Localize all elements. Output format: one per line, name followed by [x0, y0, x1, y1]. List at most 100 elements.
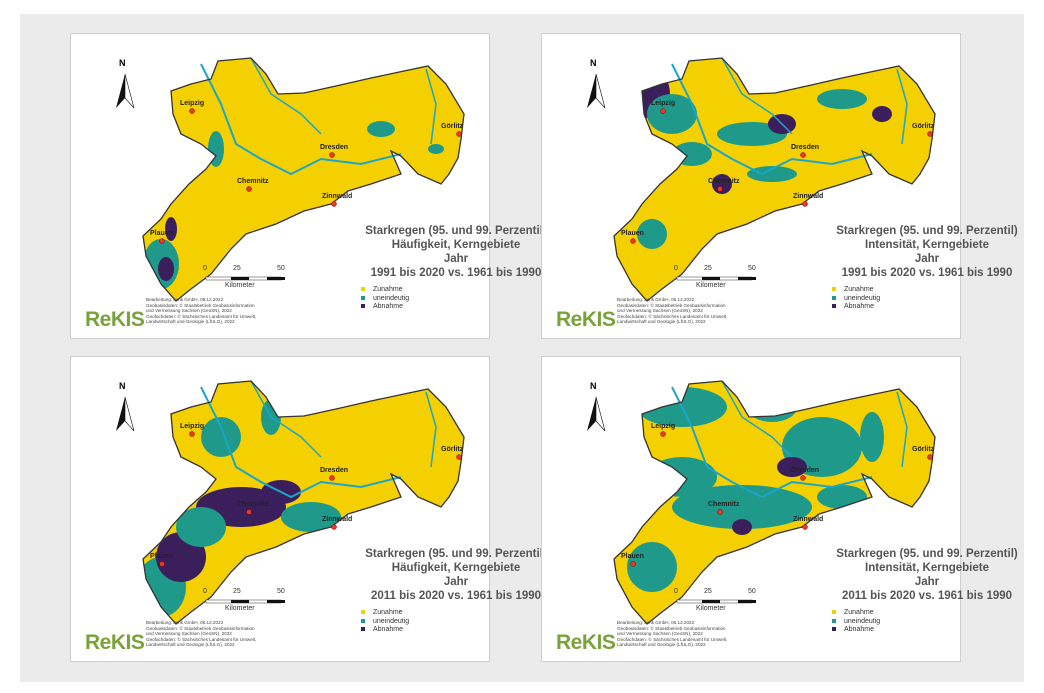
river: [425, 68, 437, 145]
city-label: Chemnitz: [708, 501, 740, 508]
river: [896, 68, 908, 145]
river: [721, 380, 793, 458]
city-marker: [800, 475, 806, 481]
river: [721, 57, 793, 135]
city-label: Plauen: [621, 230, 644, 237]
uneindeutig-area: [176, 507, 226, 547]
uneindeutig-area: [627, 542, 677, 592]
city-label: Leipzig: [651, 423, 676, 430]
city-label: Görlitz: [912, 123, 935, 130]
scale-bar: [205, 276, 285, 281]
rekis-logo: ReKIS: [556, 308, 616, 331]
legend-item: Zunahme: [832, 286, 880, 295]
north-arrow: [116, 74, 125, 108]
map-title: Starkregen (95. und 99. Perzentil) Intens…: [836, 225, 1018, 279]
city-label: Zinnwald: [322, 516, 353, 523]
river: [671, 63, 873, 176]
city-label: Dresden: [791, 144, 820, 151]
city-marker: [329, 475, 335, 481]
legend-item: Zunahme: [832, 609, 880, 618]
uneindeutig-area: [281, 502, 341, 532]
city-marker: [159, 561, 165, 567]
city-marker: [660, 431, 666, 437]
uneindeutig-area: [647, 94, 697, 134]
legend-item: uneindeutig: [832, 618, 880, 627]
city-marker: [802, 201, 808, 207]
city-label: Zinnwald: [322, 193, 353, 200]
legend-item: Zunahme: [361, 609, 409, 618]
city-label: Zinnwald: [793, 516, 824, 523]
river: [425, 391, 437, 468]
city-marker: [246, 509, 252, 515]
city-marker: [331, 201, 337, 207]
legend: Zunahme uneindeutig Abnahme: [361, 609, 409, 635]
legend-item: Abnahme: [361, 626, 409, 635]
river: [200, 386, 402, 499]
river: [671, 386, 873, 499]
river: [250, 57, 322, 135]
city-label: Plauen: [621, 553, 644, 560]
city-marker: [329, 152, 335, 158]
legend-item: Abnahme: [832, 626, 880, 635]
legend-item: uneindeutig: [832, 295, 880, 304]
city-label: Zinnwald: [793, 193, 824, 200]
legend-item: uneindeutig: [361, 295, 409, 304]
abnahme-area: [777, 457, 807, 477]
uneindeutig-area: [817, 89, 867, 109]
uneindeutig-area: [672, 142, 712, 166]
map: [587, 57, 936, 302]
city-label: Leipzig: [180, 100, 205, 107]
map-panel: N Leipzig Dresden Chemnitz Görlitz Zinnwald P…: [70, 356, 547, 662]
scale-bar: [676, 599, 756, 604]
city-marker: [717, 509, 723, 515]
uneindeutig-area: [428, 144, 444, 154]
uneindeutig-area: [747, 392, 797, 422]
abnahme-area: [158, 257, 174, 281]
river: [200, 63, 402, 176]
city-label: Görlitz: [912, 446, 935, 453]
legend-item: Abnahme: [361, 303, 409, 312]
city-marker: [189, 108, 195, 114]
city-marker: [802, 524, 808, 530]
uneindeutig-area: [860, 412, 884, 462]
legend: Zunahme uneindeutig Abnahme: [832, 609, 880, 635]
rekis-logo: ReKIS: [85, 308, 145, 331]
map-title: Starkregen (95. und 99. Perzentil) Intens…: [836, 548, 1018, 602]
attribution: Bearbeitung: iamk GmbH, 06.12.2022 Geobas…: [146, 620, 257, 648]
attribution: Bearbeitung: iamk GmbH, 06.12.2022 Geobas…: [146, 297, 257, 325]
north-arrow: [587, 397, 596, 431]
river: [896, 391, 908, 468]
rekis-logo: ReKIS: [556, 631, 616, 654]
abnahme-area: [872, 106, 892, 122]
legend: Zunahme uneindeutig Abnahme: [361, 286, 409, 312]
city-marker: [630, 561, 636, 567]
uneindeutig-area: [367, 121, 395, 137]
uneindeutig-area: [672, 485, 812, 529]
city-label: Plauen: [150, 230, 173, 237]
city-label: Chemnitz: [708, 178, 740, 185]
north-label: N: [119, 58, 126, 68]
city-marker: [927, 454, 933, 460]
city-marker: [331, 524, 337, 530]
city-label: Dresden: [791, 467, 820, 474]
uneindeutig-area: [208, 131, 224, 167]
legend-item: Abnahme: [832, 303, 880, 312]
map-title: Starkregen (95. und 99. Perzentil) Häufig…: [365, 548, 547, 602]
city-label: Leipzig: [651, 100, 676, 107]
north-arrow: [116, 397, 125, 431]
uneindeutig-area: [201, 417, 241, 457]
city-marker: [456, 131, 462, 137]
legend-item: uneindeutig: [361, 618, 409, 627]
city-label: Dresden: [320, 467, 349, 474]
city-marker: [159, 238, 165, 244]
rekis-logo: ReKIS: [85, 631, 145, 654]
attribution: Bearbeitung: iamk GmbH, 06.12.2022 Geobas…: [617, 620, 728, 648]
uneindeutig-area: [817, 485, 867, 509]
city-label: Görlitz: [441, 123, 464, 130]
north-label: N: [590, 58, 597, 68]
city-marker: [717, 186, 723, 192]
map-title: Starkregen (95. und 99. Perzentil) Häufig…: [365, 225, 547, 279]
north-arrow: [587, 74, 596, 108]
city-marker: [456, 454, 462, 460]
city-marker: [800, 152, 806, 158]
